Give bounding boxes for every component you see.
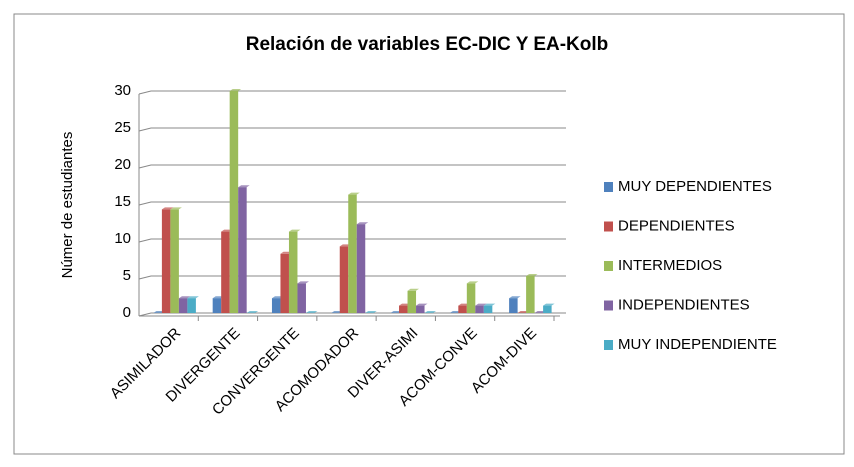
bar (526, 276, 535, 313)
bar (288, 231, 298, 313)
legend-swatch (604, 221, 613, 232)
y-tick-label: 25 (114, 119, 131, 136)
chart-frame (13, 13, 845, 455)
bar-top (187, 296, 199, 299)
grid-line (138, 201, 566, 206)
bar-top (407, 288, 420, 291)
legend-label: INTERMEDIOS (618, 257, 722, 274)
bar-top (348, 192, 360, 195)
grid-line (138, 275, 566, 280)
legend-label: MUY INDEPENDIENTE (618, 336, 777, 353)
bar-top (246, 311, 259, 313)
bar-top (483, 303, 496, 306)
bar (509, 298, 518, 313)
bar (407, 290, 417, 313)
y-axis-label: Númer de estudiantes (59, 132, 76, 279)
bar (543, 305, 552, 313)
bar (271, 298, 281, 313)
bar (229, 91, 239, 313)
bar (187, 298, 196, 313)
bar-top (526, 274, 538, 276)
bar-top (466, 281, 479, 284)
bar (170, 209, 179, 313)
bar (356, 224, 366, 313)
bar (475, 305, 484, 313)
legend-swatch (604, 300, 613, 311)
bar-top (161, 207, 174, 210)
bar (297, 283, 306, 313)
bar (178, 298, 188, 313)
y-tick-label: 5 (123, 267, 131, 284)
bar-top (416, 303, 428, 306)
bar (339, 246, 349, 313)
chart-title: Relación de variables EC-DIC Y EA-Kolb (246, 34, 609, 55)
y-tick-label: 30 (114, 82, 131, 99)
y-tick-label: 10 (114, 230, 131, 247)
bar (458, 305, 467, 313)
bar-top (509, 296, 521, 299)
legend-swatch (604, 340, 613, 350)
bar-top (543, 303, 555, 306)
bar (212, 298, 222, 313)
y-tick-label: 20 (114, 156, 131, 173)
bar-top (356, 222, 369, 225)
bar-top (305, 311, 318, 313)
bar-top (365, 311, 377, 313)
bar (161, 209, 171, 313)
bar (238, 187, 247, 313)
legend-label: INDEPENDIENTES (618, 296, 750, 313)
legend-swatch (604, 261, 613, 271)
bar-top (170, 207, 182, 210)
bar (416, 305, 425, 313)
bar-top (178, 296, 191, 299)
grid-line (138, 127, 566, 132)
bar (221, 231, 230, 313)
bar-top (238, 185, 250, 188)
y-tick-label: 15 (114, 193, 131, 210)
legend-label: MUY DEPENDIENTES (618, 178, 772, 195)
bar (280, 253, 289, 313)
y-tick-label: 0 (123, 304, 131, 321)
bar-top (288, 229, 301, 232)
grid-line (138, 238, 566, 243)
grid-line (138, 164, 566, 169)
bar-top (475, 303, 487, 306)
bar-top (297, 281, 309, 284)
bar (483, 305, 493, 313)
legend-label: DEPENDIENTES (618, 217, 735, 234)
bar-top (229, 89, 242, 91)
grid-line (138, 90, 566, 95)
bar (399, 305, 408, 313)
legend-swatch (604, 182, 613, 192)
bar-top (424, 311, 437, 313)
bar (466, 283, 476, 313)
bar (348, 194, 357, 313)
